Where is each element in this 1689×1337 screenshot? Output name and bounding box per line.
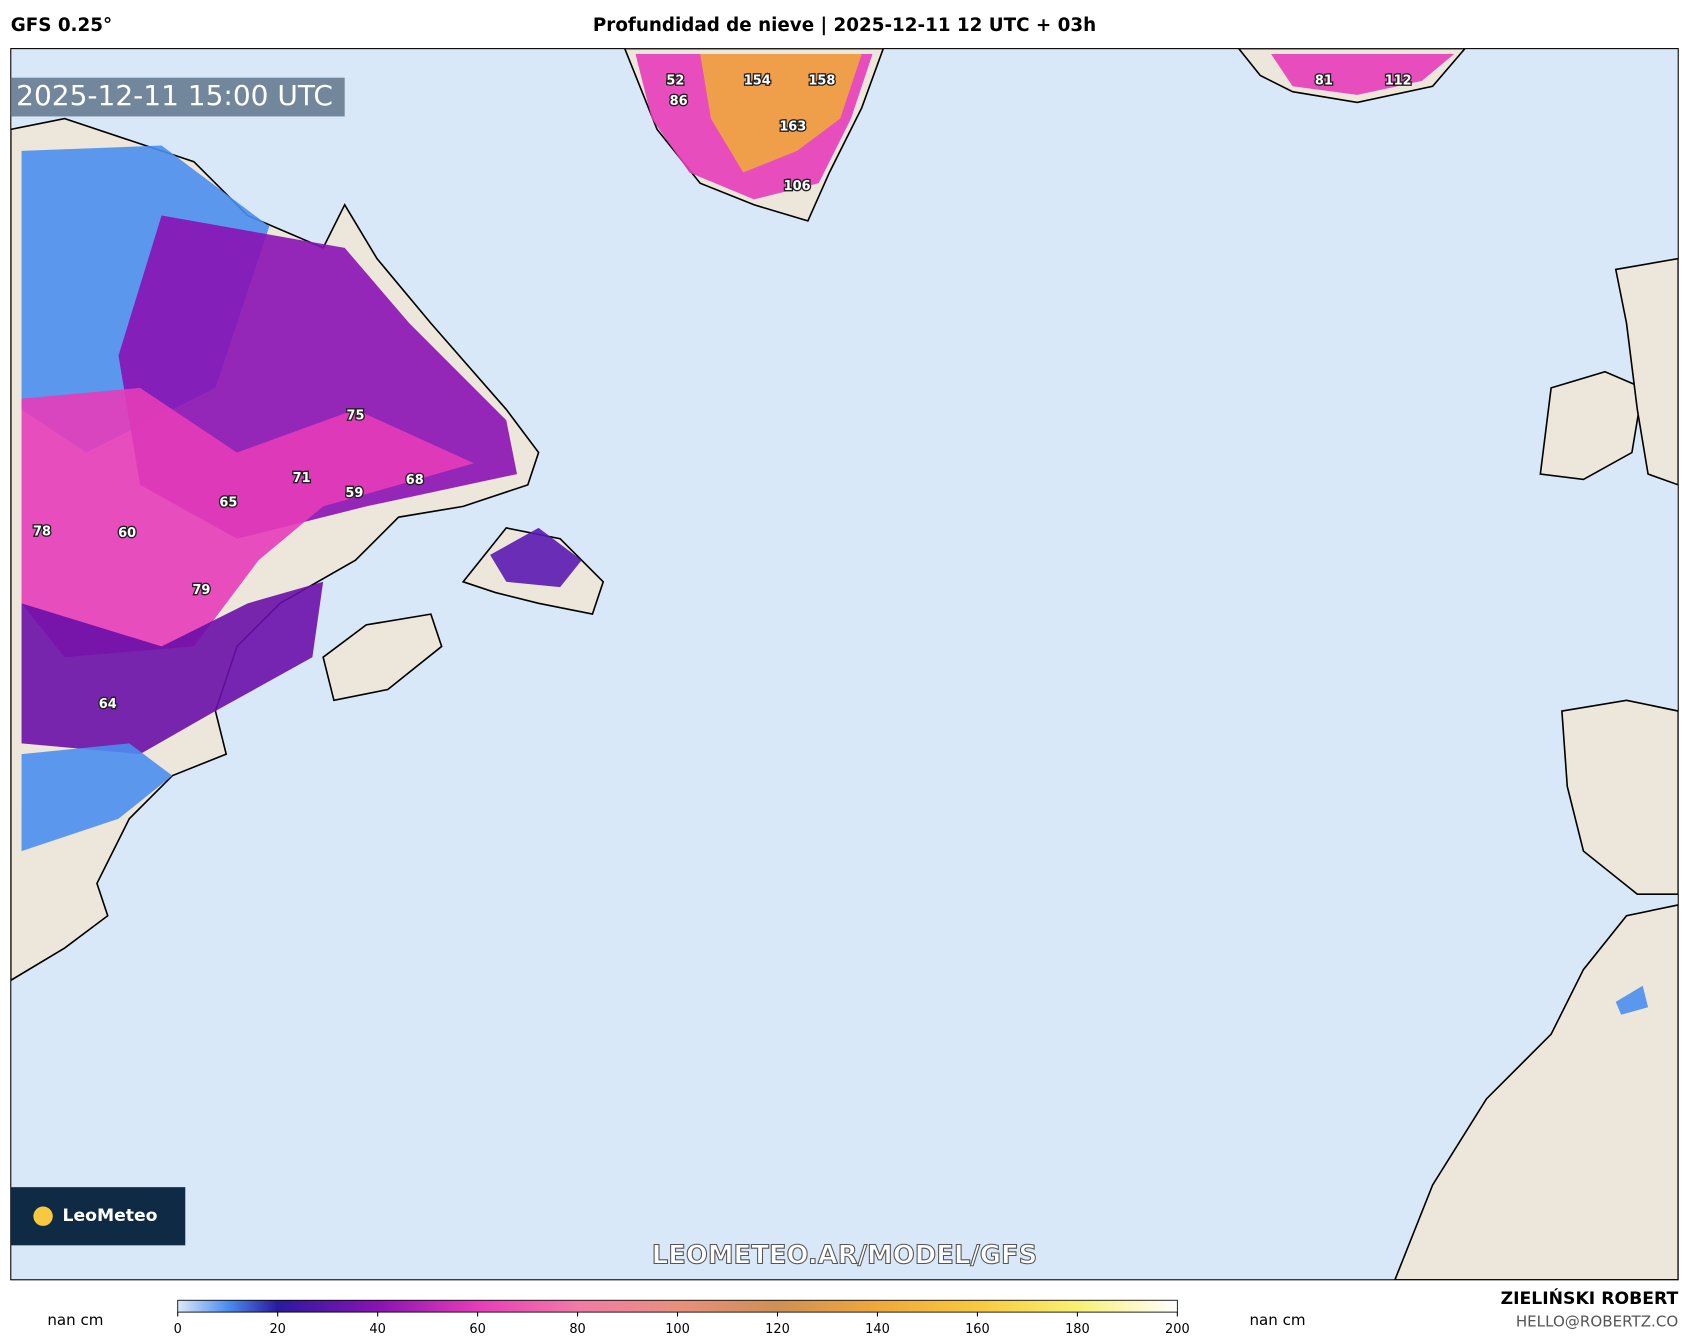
- land-layer: 52 154 158 86 163 106 81 112 75 71 68 59 65 78 60 79 64: [10, 48, 1679, 1280]
- colorbar-tick-label: 60: [469, 1322, 485, 1337]
- colorbar: [177, 1299, 1178, 1313]
- colorbar-tick-label: 20: [269, 1322, 285, 1337]
- snow-area: [1615, 985, 1649, 1015]
- timestamp-box: [10, 77, 345, 117]
- watermark: LEOMETEO.AR/MODEL/GFS: [652, 1241, 1038, 1271]
- snow-area: [1271, 53, 1455, 95]
- snow-depth-label: 86: [670, 94, 688, 109]
- timestamp: 2025-12-11 15:00 UTC: [16, 79, 333, 112]
- snow-depth-label: 60: [118, 526, 136, 541]
- snow-area: [700, 53, 862, 173]
- colorbar-tick-label: 180: [1065, 1322, 1090, 1337]
- snow-depth-label: 79: [192, 583, 210, 598]
- snow-depth-label: 158: [808, 73, 835, 88]
- author: ZIELIŃSKI ROBERT: [1501, 1287, 1679, 1309]
- snow-depth-label: 71: [293, 471, 311, 486]
- snow-depth-label: 52: [666, 73, 684, 88]
- snow-depth-label: 65: [219, 496, 237, 511]
- colorbar-unit-right: nan cm: [1249, 1311, 1305, 1329]
- snow-area: [21, 387, 474, 658]
- land: [322, 613, 443, 702]
- snow-depth-label: 68: [406, 473, 424, 488]
- snow-depth-label: 78: [33, 525, 51, 540]
- snow-area: [21, 581, 324, 755]
- colorbar-tick-label: 100: [665, 1322, 690, 1337]
- snow-area: [21, 743, 173, 852]
- snow-depth-label: 59: [345, 486, 363, 501]
- snow-area: [490, 527, 582, 588]
- colorbar-tick-label: 160: [965, 1322, 990, 1337]
- logo-sun: [33, 1206, 53, 1226]
- logo-text: LeoMeteo: [62, 1206, 157, 1226]
- snow-depth-label: 112: [1385, 73, 1412, 88]
- snow-depth-label: 81: [1315, 73, 1333, 88]
- email: HELLO@ROBERTZ.CO: [1516, 1312, 1679, 1330]
- colorbar-tick-label: 0: [174, 1322, 182, 1337]
- snow-depth-label: 106: [784, 179, 811, 194]
- snow-depth-label: 75: [346, 408, 364, 423]
- land: [1614, 257, 1679, 486]
- colorbar-tick-label: 40: [369, 1322, 385, 1337]
- land: [1394, 904, 1679, 1280]
- colorbar-tick-label: 120: [765, 1322, 790, 1337]
- model-name: GFS 0.25°: [11, 15, 112, 36]
- colorbar-tick-label: 200: [1165, 1322, 1190, 1337]
- snow-depth-label: 163: [779, 120, 806, 135]
- snow-depth-label: 154: [744, 73, 771, 88]
- land: [1539, 370, 1644, 481]
- snow-depth-label: 64: [99, 697, 117, 712]
- colorbar-tick-label: 80: [569, 1322, 585, 1337]
- colorbar-tick-label: 140: [865, 1322, 890, 1337]
- land: [1561, 699, 1679, 895]
- map-title: Profundidad de nieve | 2025-12-11 12 UTC…: [593, 15, 1096, 36]
- colorbar-unit-left: nan cm: [47, 1311, 103, 1329]
